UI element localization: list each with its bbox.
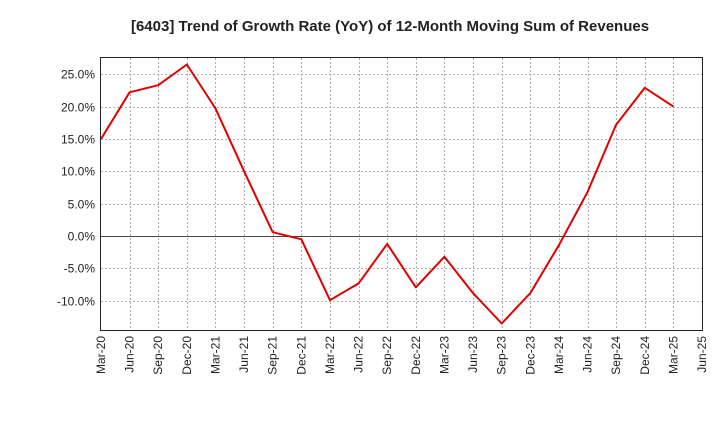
x-tick-label: Sep-21 — [266, 336, 280, 375]
y-tick-label: 15.0% — [61, 133, 95, 147]
series-layer — [100, 63, 674, 325]
x-tick-label: Dec-21 — [294, 336, 308, 375]
x-tick-label: Dec-24 — [638, 336, 652, 375]
x-tick-label: Sep-23 — [495, 336, 509, 375]
y-tick-label: 5.0% — [68, 198, 96, 212]
x-tick-label: Mar-21 — [208, 336, 222, 374]
x-tick-label: Jun-20 — [123, 336, 137, 373]
plot-frame — [100, 57, 703, 331]
y-tick-label: 0.0% — [68, 230, 96, 244]
x-axis-ticks: Mar-20 Jun-20 Sep-20 Dec-20 Mar-21 Jun-21 Sep-… — [94, 336, 709, 375]
series-line — [100, 63, 674, 325]
chart-title: [6403] Trend of Growth Rate (YoY) of 12-… — [131, 18, 649, 35]
x-tick-label: Dec-20 — [180, 336, 194, 375]
x-tick-label: Dec-22 — [409, 336, 423, 375]
x-tick-label: Sep-22 — [380, 336, 394, 375]
x-tick-label: Mar-22 — [323, 336, 337, 374]
y-tick-label: 20.0% — [61, 101, 95, 115]
x-tick-label: Jun-21 — [237, 336, 251, 373]
x-tick-label: Mar-24 — [552, 336, 566, 374]
x-tick-label: Mar-20 — [94, 336, 108, 374]
x-tick-label: Jun-25 — [695, 336, 709, 373]
y-tick-label: -10.0% — [57, 295, 95, 309]
y-axis-ticks: 25.0% 20.0% 15.0% 10.0% 5.0% 0.0% -5.0% -10.0% — [57, 68, 95, 309]
x-tick-label: Jun-22 — [352, 336, 366, 373]
x-tick-label: Jun-23 — [466, 336, 480, 373]
x-tick-label: Jun-24 — [581, 336, 595, 373]
y-tick-label: -5.0% — [64, 262, 96, 276]
y-tick-label: 25.0% — [61, 68, 95, 82]
x-tick-label: Sep-20 — [151, 336, 165, 375]
x-tick-label: Mar-25 — [666, 336, 680, 374]
x-tick-label: Sep-24 — [609, 336, 623, 375]
grid-lines — [101, 58, 702, 330]
x-tick-label: Dec-23 — [523, 336, 537, 375]
y-tick-label: 10.0% — [61, 165, 95, 179]
x-tick-label: Mar-23 — [437, 336, 451, 374]
